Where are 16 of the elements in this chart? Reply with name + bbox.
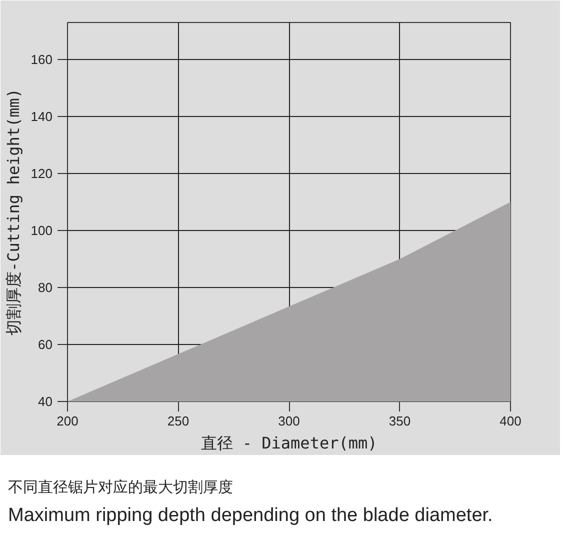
y-tick-label: 40: [38, 394, 53, 409]
x-tick-label: 300: [278, 414, 300, 428]
y-tick-label: 140: [30, 109, 53, 124]
x-tick-label: 400: [500, 414, 522, 428]
y-tick-label: 60: [38, 337, 53, 352]
text: 不同直径锯片对应的最大切割厚度: [8, 479, 233, 496]
x-tick-label: 200: [56, 414, 78, 428]
y-tick-label: 160: [30, 52, 53, 68]
y-tick-label: 100: [30, 223, 53, 238]
y-axis-title: 切割厚度-Cutting height(mm): [4, 88, 23, 336]
y-tick-label: 80: [38, 280, 53, 296]
text: Maximum ripping depth depending on the blade diameter.: [8, 504, 493, 526]
x-tick-label: 350: [388, 414, 411, 428]
x-axis-title: 直径 - Diameter(mm): [200, 434, 378, 452]
x-tick-label: 250: [167, 414, 190, 428]
y-tick-label: 120: [30, 166, 53, 182]
